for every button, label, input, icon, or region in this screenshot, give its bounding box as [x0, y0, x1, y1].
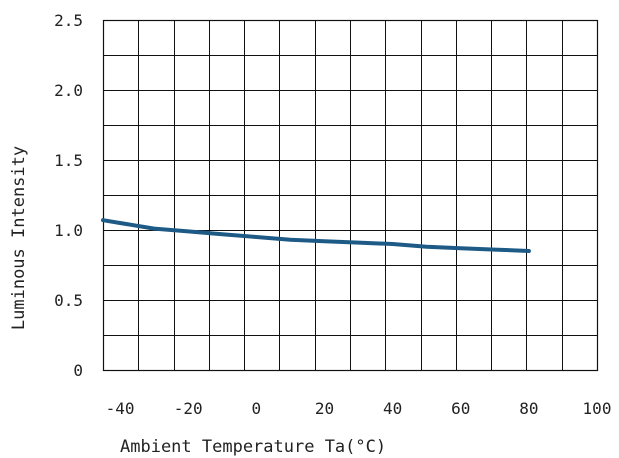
plot-frame	[102, 19, 599, 372]
plot-border	[102, 19, 599, 372]
x-tick-label: 20	[315, 399, 334, 418]
x-tick-label: 60	[451, 399, 470, 418]
series-layer	[101, 218, 531, 253]
x-tick-label: -40	[106, 399, 135, 418]
x-tick-label: 0	[251, 399, 261, 418]
y-tick-label: 2.0	[54, 81, 83, 100]
y-tick-label: 0	[73, 361, 83, 380]
y-tick-labels: 0 0.5 1.0 1.5 2.0 2.5	[54, 11, 83, 380]
y-tick-label: 1.5	[54, 151, 83, 170]
y-tick-label: 0.5	[54, 291, 83, 310]
x-tick-label: 40	[383, 399, 402, 418]
y-tick-label: 1.0	[54, 221, 83, 240]
y-axis-title: Luminous Intensity	[9, 146, 29, 330]
x-tick-label: 80	[519, 399, 538, 418]
x-tick-label: -20	[174, 399, 203, 418]
grid	[103, 20, 597, 370]
y-tick-label: 2.5	[54, 11, 83, 30]
x-tick-label: 100	[583, 399, 612, 418]
x-axis-title: Ambient Temperature Ta(°C)	[120, 437, 386, 457]
x-tick-labels: -40 -20 0 20 40 60 80 100	[106, 399, 612, 418]
series-line	[101, 218, 531, 253]
